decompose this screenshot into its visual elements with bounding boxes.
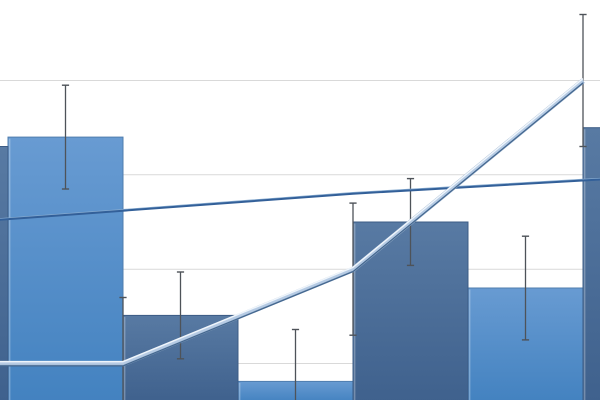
bars-dark-bar [582,127,600,400]
bars-dark-bar [0,146,9,400]
thin-trend-line-highlight [0,177,600,220]
thick-tube-line [0,78,584,363]
bar-series [0,127,600,400]
thick-tube-line [0,82,584,367]
thin-trend-line [0,178,600,221]
thick-tube-line [0,78,585,365]
